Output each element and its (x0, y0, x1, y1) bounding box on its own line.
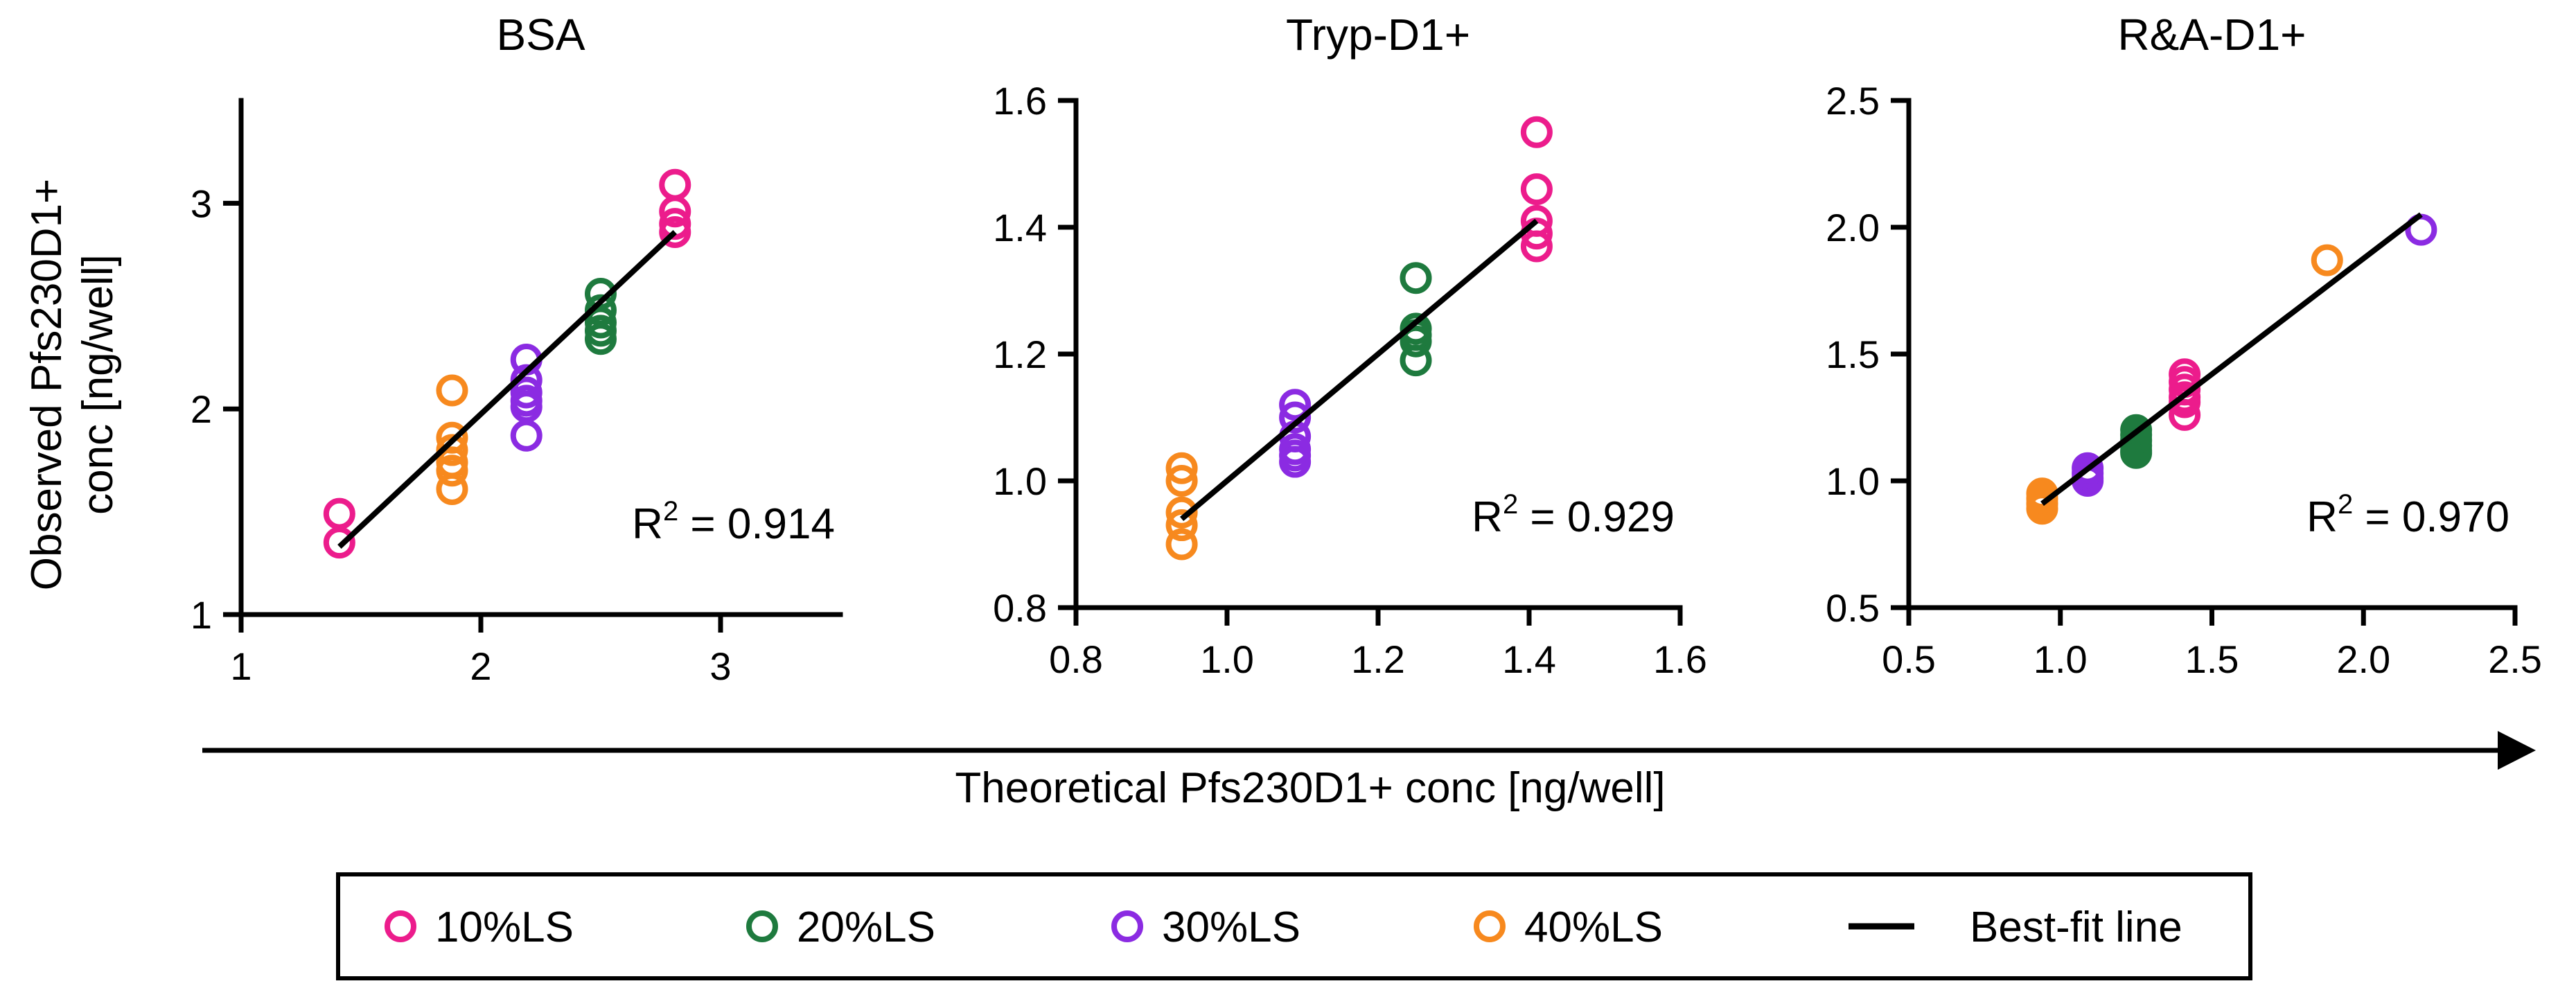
x-arrow-head (2498, 731, 2536, 770)
data-point (1520, 173, 1553, 206)
data-point (436, 374, 468, 407)
x-tick-label: 1.0 (2034, 637, 2088, 681)
r2-symbol: R (632, 500, 663, 548)
y-tick-label: 2.0 (1826, 206, 1880, 249)
r2-annotation: R2 = 0.970 (2306, 489, 2509, 541)
legend-item-40-ls: 40%LS (1474, 903, 1663, 951)
legend-label: 40%LS (1524, 903, 1663, 951)
x-tick-label: 1.5 (2185, 637, 2239, 681)
x-arrow (202, 731, 2536, 770)
data-point (585, 323, 617, 355)
data-point (659, 195, 691, 228)
legend-label: 30%LS (1162, 903, 1300, 951)
x-tick-label: 2 (470, 644, 491, 688)
data-point (323, 497, 355, 530)
legend-frame (336, 872, 2252, 980)
legend-marker (385, 910, 416, 942)
y-tick-label: 1.0 (1826, 459, 1880, 503)
y-axis-title-line-1: Observed Pfs230D1+ (23, 179, 71, 591)
y-tick-label: 0.8 (993, 586, 1047, 630)
data-point (2120, 436, 2153, 469)
r2-annotation: R2 = 0.914 (632, 496, 835, 548)
data-point (659, 168, 691, 201)
y-tick-label: 1 (191, 593, 212, 637)
data-point (1165, 509, 1198, 542)
y-tick-label: 1.4 (993, 206, 1047, 249)
data-point (1520, 116, 1553, 148)
x-axis-title: Theoretical Pfs230D1+ conc [ng/well] (955, 764, 1665, 812)
r2-superscript: 2 (1503, 489, 1518, 520)
data-point (1165, 528, 1198, 561)
data-point (436, 473, 468, 505)
best-fit-line (1180, 218, 1539, 521)
panel-title: BSA (496, 10, 585, 60)
x-tick-label: 1.0 (1200, 637, 1254, 681)
x-tick-label: 1.4 (1502, 637, 1556, 681)
legend-label: 10%LS (435, 903, 574, 951)
data-point (1165, 496, 1198, 529)
panel-3: R&A-D1+ 0.5 1.0 1.5 2.0 2.5 0.5 1.0 1.5 2.0 2.5 R2 … (1826, 10, 2542, 681)
data-point (1279, 389, 1312, 421)
data-point (1165, 452, 1198, 484)
panel-title: Tryp-D1+ (1286, 10, 1470, 60)
y-tick-label: 0.5 (1826, 586, 1880, 630)
y-tick-label: 1.5 (1826, 333, 1880, 376)
panel-title: R&A-D1+ (2117, 10, 2306, 60)
x-tick-label: 3 (709, 644, 731, 688)
r2-symbol: R (2306, 493, 2338, 541)
y-tick-label: 1.6 (993, 79, 1047, 123)
r2-superscript: 2 (2338, 489, 2353, 520)
best-fit-line (2040, 212, 2423, 506)
legend-label: 20%LS (797, 903, 935, 951)
y-tick-label: 3 (191, 182, 212, 225)
legend-marker (1111, 910, 1143, 942)
data-point (2311, 244, 2343, 276)
y-tick-label: 1.2 (993, 333, 1047, 376)
legend-label: Best-fit line (1970, 903, 2182, 951)
y-tick-label: 1.0 (993, 459, 1047, 503)
data-point (2169, 398, 2201, 431)
data-point (1400, 262, 1432, 294)
x-tick-label: 2.0 (2336, 637, 2390, 681)
panel-2: Tryp-D1+ 0.8 1.0 1.2 1.4 1.6 0.8 1.0 1.2 1.4 1.6 R2… (993, 10, 1707, 681)
x-tick-label: 2.5 (2488, 637, 2542, 681)
y-axis-title-line-2: conc [ng/well] (74, 254, 122, 515)
legend-item-best-fit-line: Best-fit line (1849, 903, 2182, 951)
data-point (510, 419, 542, 452)
data-point (1400, 344, 1432, 377)
data-point (436, 455, 468, 487)
x-tick-label: 1.2 (1351, 637, 1405, 681)
x-tick-label: 0.5 (1882, 637, 1936, 681)
data-point (659, 215, 691, 248)
data-point (1279, 446, 1312, 478)
data-point (1279, 401, 1312, 434)
data-point (2026, 493, 2058, 525)
r2-annotation: R2 = 0.929 (1472, 489, 1675, 541)
r2-symbol: R (1472, 493, 1503, 541)
legend-marker (746, 910, 778, 942)
y-axis-title: Observed Pfs230D1+ conc [ng/well] (23, 179, 122, 591)
legend-item-20-ls: 20%LS (746, 903, 935, 951)
best-fit-line (337, 230, 677, 549)
x-tick-label: 1 (230, 644, 252, 688)
legend-item-30-ls: 30%LS (1111, 903, 1300, 951)
legend-marker (1474, 910, 1506, 942)
r2-value: = 0.929 (1518, 493, 1675, 541)
y-tick-label: 2.5 (1826, 79, 1880, 123)
r2-value: = 0.970 (2353, 493, 2509, 541)
data-point (1520, 230, 1553, 263)
legend-item-10-ls: 10%LS (385, 903, 574, 951)
data-point (1400, 325, 1432, 358)
x-tick-label: 0.8 (1049, 637, 1103, 681)
r2-superscript: 2 (663, 496, 678, 527)
r2-value: = 0.914 (678, 500, 835, 548)
data-point (323, 527, 355, 559)
y-tick-label: 2 (191, 387, 212, 431)
x-tick-label: 1.6 (1653, 637, 1707, 681)
data-point (1165, 465, 1198, 497)
legend: 10%LS 20%LS 30%LS 40%LS Best-fit line (336, 872, 2252, 980)
